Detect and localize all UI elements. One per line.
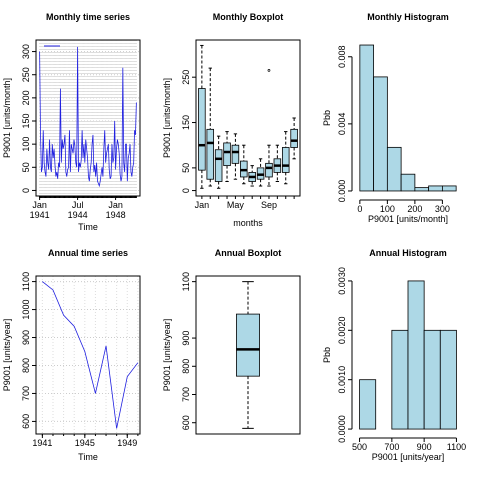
bar [386,146,402,192]
x-tick-label: 100 [380,204,395,214]
bar [391,329,409,430]
y-tick-label: 0.004 [337,113,347,136]
bar [359,44,375,192]
x-tick-label: 1100 [447,442,466,452]
y-tick-label: 600 [21,414,31,429]
y-tick-label: 0.0010 [337,366,347,394]
y-tick-label: 250 [181,70,191,85]
y-axis-label: P9001 [units/month] [2,78,12,158]
series-line [39,46,137,188]
plot-frame [195,39,301,197]
bar [439,329,457,430]
y-tick-label: 150 [21,113,31,128]
box [290,128,298,148]
box [265,162,273,178]
y-tick-label: 700 [181,387,191,402]
plot-frame [35,39,141,197]
series-line [42,281,139,429]
y-tick-label: 50 [181,163,191,173]
x-tick-label: 200 [407,204,422,214]
x-tick-label: Sep [261,200,277,210]
bar [441,185,457,192]
chart-title: Annual Histogram [369,248,447,258]
y-tick-label: 100 [21,137,31,152]
chart-title: Monthly time series [46,12,130,22]
x-tick-label: Jan 1941 [30,200,50,220]
y-axis-label: P9001 [units/month] [162,78,172,158]
x-tick-label: 300 [435,204,450,214]
x-axis-label: Time [78,222,98,232]
box [223,142,231,167]
y-axis-label: Pbb [322,347,332,363]
chart-title: Annual Boxplot [215,248,282,258]
y-tick-label: 150 [181,115,191,130]
x-tick-label: 700 [384,442,399,452]
y-tick-label: 600 [181,415,191,430]
y-tick-label: 1000 [21,300,31,320]
y-tick-label: 800 [181,359,191,374]
x-axis-label: months [233,218,263,228]
bar [400,173,416,192]
y-tick-label: 700 [21,386,31,401]
y-axis-label: Pbb [322,110,332,126]
box [281,147,290,173]
plot-frame [35,275,141,435]
x-tick-label: 1949 [117,438,137,448]
plot-frame [195,275,301,435]
y-tick-label: 1100 [181,272,191,291]
box [236,313,260,377]
box [231,144,240,164]
y-tick-label: 0.0000 [337,415,347,443]
x-tick-label: 0 [357,204,362,214]
y-tick-label: 0.0030 [337,267,347,295]
x-tick-label: 1941 [32,438,52,448]
box [206,128,215,180]
x-tick-label: 1945 [75,438,95,448]
y-tick-label: 0.008 [337,46,347,69]
y-axis-label: P9001 [units/year] [162,319,172,392]
chart-title: Annual time series [48,248,128,258]
y-tick-label: 0 [21,188,31,193]
chart-title: Monthly Boxplot [213,12,284,22]
y-tick-label: 250 [21,67,31,82]
box [214,149,223,182]
bar [414,187,430,192]
y-tick-label: 50 [21,162,31,172]
chart-title: Monthly Histogram [367,12,449,22]
x-axis-label: Time [78,452,98,462]
y-tick-label: 900 [181,331,191,346]
x-tick-label: 500 [352,442,367,452]
bar [423,329,441,430]
x-tick-label: 900 [417,442,432,452]
outlier [267,69,271,72]
x-tick-label: Jan 1948 [106,200,126,220]
x-axis-label: P9001 [units/year] [372,452,445,462]
bar [359,379,377,430]
y-tick-label: 900 [21,330,31,345]
x-tick-label: Jan [195,200,210,210]
x-axis-label: P9001 [units/month] [368,214,448,224]
y-tick-label: 800 [21,358,31,373]
box [198,88,206,171]
y-tick-label: 0.0020 [337,317,347,345]
bar [428,185,443,192]
bar [407,280,425,430]
y-tick-label: 1100 [21,272,31,291]
y-tick-label: 0.000 [337,180,347,203]
bar [373,76,388,192]
x-tick-label: Jul 1944 [68,200,88,220]
y-tick-label: 0 [181,188,191,193]
x-tick-label: May [227,200,245,210]
y-tick-label: 200 [21,90,31,105]
y-axis-label: P9001 [units/year] [2,319,12,392]
y-tick-label: 300 [21,44,31,59]
